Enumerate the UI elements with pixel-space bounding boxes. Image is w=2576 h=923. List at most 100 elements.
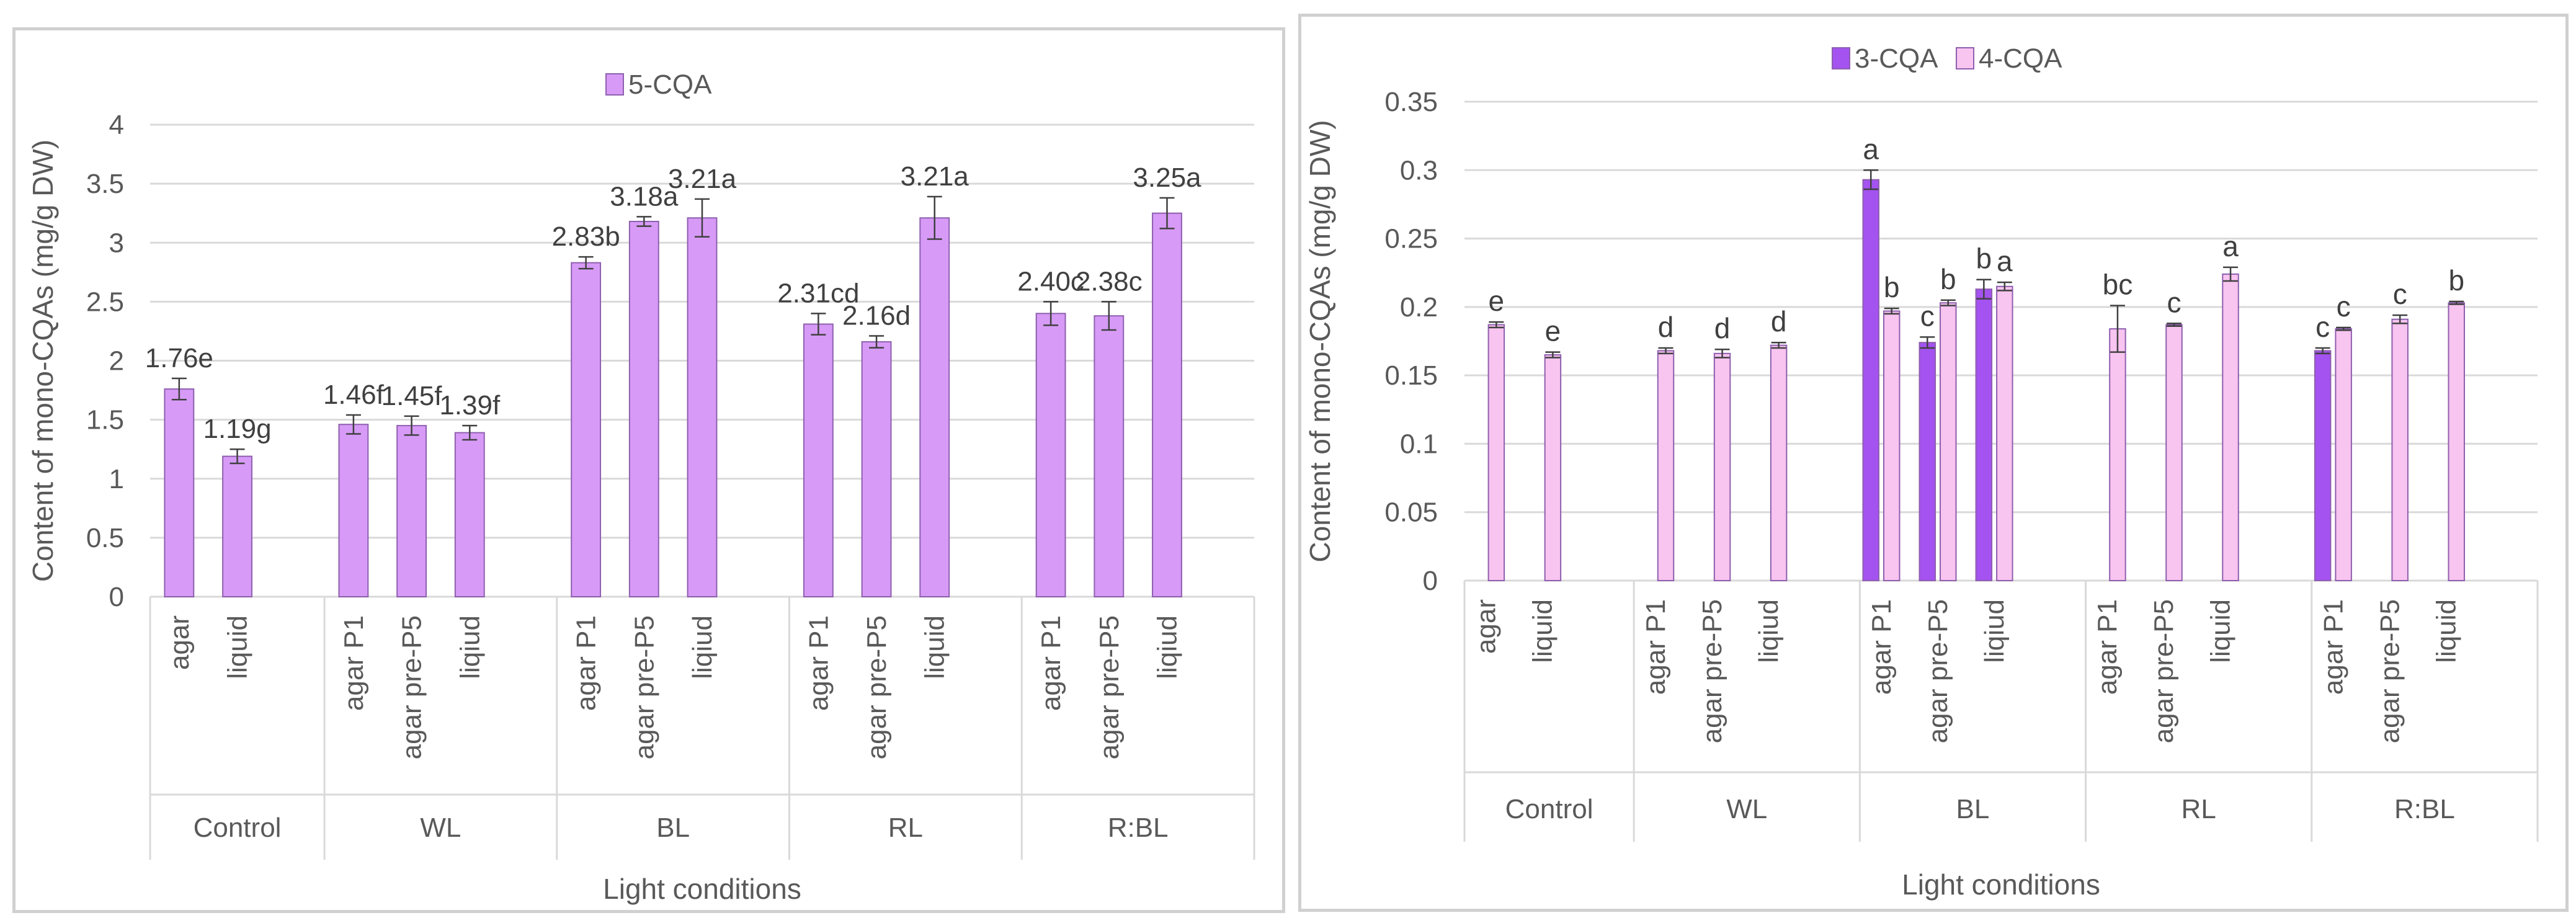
y-tick-label: 4: [109, 110, 124, 140]
x-tick-label: liqiud: [1754, 599, 1784, 663]
y-tick-label: 0.1: [1400, 429, 1438, 459]
group-label: RL: [2182, 794, 2216, 824]
x-tick-label: agar pre-P5: [1697, 599, 1727, 743]
data-label: c: [2337, 290, 2351, 323]
bar: [687, 217, 718, 597]
legend-swatch: [1832, 47, 1850, 69]
legend-swatch: [1956, 47, 1974, 69]
x-tick-label: liquid: [2431, 599, 2461, 663]
data-label: d: [1658, 311, 1674, 343]
data-label: 1.76e: [145, 343, 213, 373]
bar: [2335, 328, 2352, 581]
y-tick-label: 2.5: [86, 287, 124, 317]
bar: [1035, 313, 1066, 597]
x-tick-label: liqiud: [687, 615, 718, 679]
bar: [1975, 288, 1993, 581]
x-tick-label: agar P1: [1036, 615, 1066, 711]
y-tick-label: 0.05: [1384, 497, 1438, 528]
chart-3cqa-4cqa: 0 0.05 0.1 0.15 0.2 0.25 0.3 0.35 Content of mon…: [1304, 43, 2539, 901]
y-tick-label: 0.15: [1384, 360, 1438, 391]
x-tick-label: agar P1: [2318, 599, 2348, 695]
bar: [1152, 212, 1182, 597]
data-label: 3.25a: [1133, 163, 1201, 193]
y-tick-label: 3.5: [86, 169, 124, 199]
data-label: 3.18a: [610, 181, 679, 212]
x-tick-label: agar P1: [2092, 599, 2123, 695]
x-tick-label: liquid: [2205, 599, 2235, 663]
y-tick-label: 3: [109, 228, 124, 258]
data-label: bc: [2103, 269, 2133, 301]
bar: [1919, 342, 1936, 581]
bar: [1883, 310, 1901, 581]
bar: [861, 341, 892, 597]
bar: [2222, 273, 2239, 581]
x-axis-title: Light conditions: [1902, 868, 2100, 901]
data-label: 3.21a: [668, 164, 737, 194]
group-label: Control: [194, 813, 282, 843]
y-tick-label: 0.3: [1400, 155, 1438, 185]
bar: [2314, 350, 2332, 581]
group-label: Control: [1505, 794, 1593, 824]
y-tick-label: 0: [109, 582, 124, 612]
group-label: WL: [420, 813, 461, 843]
data-label: b: [1940, 263, 1956, 295]
bar: [2448, 302, 2465, 581]
x-tick-label: liqiud: [1152, 615, 1182, 679]
bar: [803, 323, 834, 597]
x-tick-label: liqiud: [1979, 599, 2010, 663]
x-tick-label: agar: [1471, 599, 1502, 654]
bar: [1940, 302, 1957, 581]
data-label: a: [2222, 230, 2239, 262]
bar: [1487, 324, 1505, 581]
x-tick-label: liqiud: [455, 615, 485, 679]
x-tick-label: agar pre-P5: [2149, 599, 2179, 743]
bar: [1713, 352, 1731, 581]
data-label: e: [1545, 315, 1561, 347]
data-label: 1.45f: [381, 381, 443, 411]
data-label: 2.40c: [1017, 266, 1084, 297]
x-tick-label: agar: [164, 615, 195, 670]
x-axis-title: Light conditions: [603, 873, 801, 905]
x-tick-label: agar pre-P5: [1923, 599, 1953, 743]
bar: [2391, 318, 2409, 581]
bar: [628, 221, 659, 597]
x-tick-label: liquid: [223, 615, 253, 679]
x-tick-label: liquid: [1528, 599, 1558, 663]
chart-panel-3cqa-4cqa: 0 0.05 0.1 0.15 0.2 0.25 0.3 0.35 Content of mon…: [1298, 14, 2569, 912]
x-tick-label: agar pre-P5: [629, 615, 659, 759]
legend-swatch: [605, 73, 624, 96]
y-tick-label: 1: [109, 464, 124, 494]
chart-panel-5cqa: 0 0.5 1 1.5 2 2.5 3 3.5 4 Content of mono-CQAs (m…: [12, 27, 1285, 913]
group-label: BL: [656, 813, 690, 843]
bar: [222, 455, 252, 597]
data-label: c: [2315, 311, 2330, 343]
x-tick-label: agar P1: [1866, 599, 1897, 695]
legend-label: 5-CQA: [628, 69, 712, 100]
y-tick-label: 0.2: [1400, 292, 1438, 323]
y-axis-title: Content of mono-CQAs (mg/g DW): [1304, 120, 1336, 562]
data-label: b: [1884, 271, 1900, 303]
bar: [1094, 315, 1125, 597]
bar: [1544, 354, 1562, 581]
data-label: d: [1714, 312, 1731, 344]
legend-label: 4-CQA: [1979, 43, 2062, 74]
legend-label: 3-CQA: [1855, 43, 1938, 74]
data-label: c: [1920, 300, 1935, 332]
bar: [919, 217, 950, 597]
x-tick-label: agar P1: [339, 615, 369, 711]
bar: [1862, 179, 1879, 581]
bar: [1657, 350, 1675, 581]
data-label: 3.21a: [901, 161, 969, 192]
x-tick-label: agar P1: [571, 615, 602, 711]
y-axis-title: Content of mono-CQAs (mg/g DW): [27, 140, 59, 582]
y-tick-label: 0.25: [1384, 224, 1438, 254]
data-label: 1.19g: [203, 414, 271, 444]
chart-5cqa: 0 0.5 1 1.5 2 2.5 3 3.5 4 Content of mono-CQAs (m…: [27, 69, 1255, 905]
x-tick-label: agar P1: [803, 615, 834, 711]
y-tick-label: 0.5: [86, 523, 124, 553]
x-tick-label: agar pre-P5: [397, 615, 427, 759]
data-label: a: [1863, 133, 1879, 165]
data-label: c: [2167, 286, 2181, 318]
data-label: 2.16d: [842, 301, 911, 331]
bar: [454, 432, 485, 597]
